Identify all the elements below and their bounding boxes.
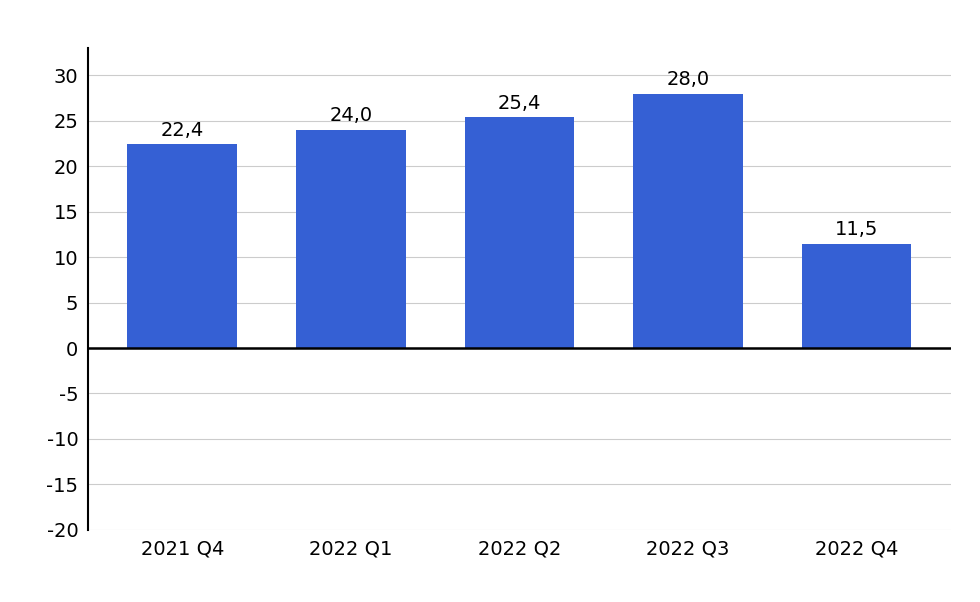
Text: 22,4: 22,4 — [161, 121, 204, 140]
Text: 24,0: 24,0 — [329, 107, 372, 125]
Bar — [633, 93, 743, 348]
Bar — [127, 144, 237, 348]
Text: 28,0: 28,0 — [666, 70, 710, 89]
Text: 11,5: 11,5 — [835, 220, 878, 239]
Text: 25,4: 25,4 — [498, 94, 541, 113]
Bar — [802, 244, 911, 348]
Bar — [296, 130, 406, 348]
Bar — [465, 117, 574, 348]
